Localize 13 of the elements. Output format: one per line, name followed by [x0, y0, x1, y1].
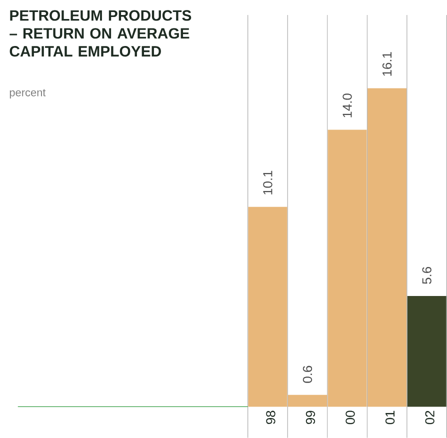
bar — [407, 296, 446, 407]
x-tick-label: 02 — [425, 410, 434, 424]
data-label: 5.6 — [422, 267, 432, 284]
data-label: 14.0 — [342, 94, 352, 118]
x-tick-label: 98 — [266, 410, 276, 424]
text: PETROLEUM PRODUCTS – RETURN ON AVERAGE CAPITAL EMPLOYED — [10, 10, 192, 57]
data-label: 10.1 — [263, 170, 272, 194]
text: percent — [10, 89, 46, 98]
x-tick-label: 00 — [346, 410, 355, 424]
x-tick-label: 99 — [306, 410, 316, 424]
data-label: 16.1 — [382, 52, 392, 76]
data-label: 0.6 — [302, 366, 312, 383]
x-tick-label: 01 — [385, 410, 395, 424]
